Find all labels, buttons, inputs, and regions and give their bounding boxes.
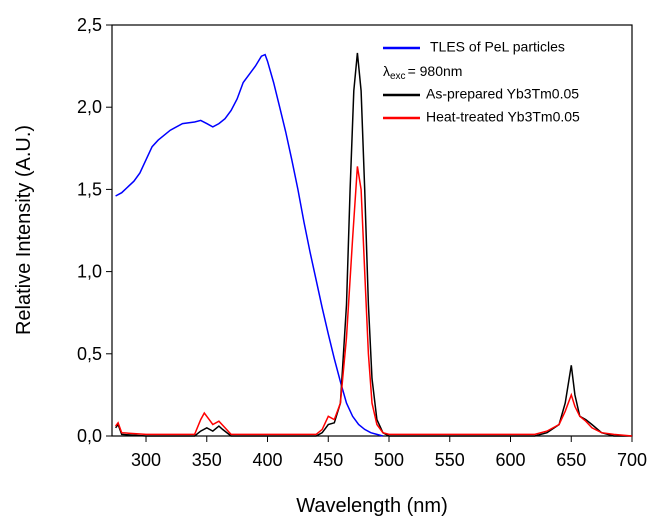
x-tick-label: 650 <box>556 450 586 470</box>
y-tick-label: 2,5 <box>77 15 102 35</box>
series-line <box>115 166 633 437</box>
annotation-subscript: exc <box>390 71 406 82</box>
series-line <box>115 52 632 437</box>
annotation-text: = 980nm <box>408 63 463 79</box>
annotation: λexc = 980nm <box>383 63 462 82</box>
legend-label: As-prepared Yb3Tm0.05 <box>426 86 579 102</box>
y-tick-label: 0,5 <box>77 344 102 364</box>
x-axis-label: Wavelength (nm) <box>296 495 448 517</box>
x-tick-label: 500 <box>374 450 404 470</box>
y-tick-label: 1,5 <box>77 179 102 199</box>
x-tick-label: 700 <box>617 450 647 470</box>
annotation-symbol: λ <box>383 63 390 79</box>
legend-label: TLES of PeL particles <box>430 39 565 55</box>
x-tick-label: 350 <box>192 450 222 470</box>
y-tick-label: 1,0 <box>77 262 102 282</box>
x-tick-label: 600 <box>495 450 525 470</box>
legend-label: Heat-treated Yb3Tm0.05 <box>426 109 580 125</box>
y-tick-label: 2,0 <box>77 97 102 117</box>
plot-frame <box>111 24 633 437</box>
y-axis-label: Relative Intensity (A.U.) <box>13 125 35 335</box>
x-tick-label: 550 <box>435 450 465 470</box>
x-tick-label: 400 <box>252 450 282 470</box>
x-tick-label: 300 <box>131 450 161 470</box>
x-tick-label: 450 <box>313 450 343 470</box>
y-tick-label: 0,0 <box>77 426 102 446</box>
